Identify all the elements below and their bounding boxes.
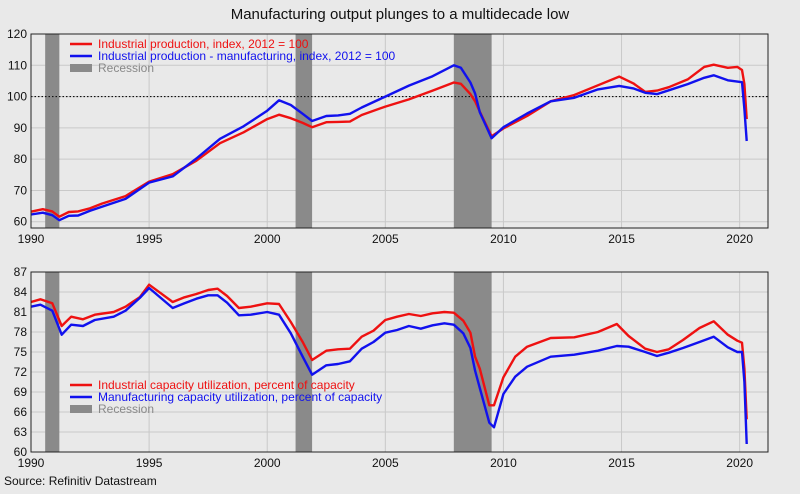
panel-capacity-utilization: 60 63 66 69 72 75 78 81 84 87 1990 1995 2000 2005 2010… <box>14 265 769 470</box>
plot-border <box>30 271 769 453</box>
y-tick-label: 63 <box>14 425 28 439</box>
x-tick-label: 2020 <box>726 456 753 470</box>
series-line-2 <box>30 64 748 222</box>
legend-label: Industrial production, index, 2012 = 100 <box>98 37 309 51</box>
y-tick-label: 70 <box>14 183 28 197</box>
y-tick-label: 110 <box>8 58 27 72</box>
plot-border <box>30 33 769 229</box>
x-tick-label: 2005 <box>372 456 399 470</box>
y-tick-label: 100 <box>7 90 27 104</box>
y-tick-label: 60 <box>14 445 28 459</box>
legend-swatch <box>70 64 92 72</box>
source-note: Source: Refinitiv Datastream <box>4 474 157 488</box>
panel-industrial-production: 60 70 80 90 100 110 120 1990 1995 2000 2005 2010 201… <box>7 27 769 246</box>
y-tick-label: 87 <box>14 265 28 279</box>
recession-band <box>295 272 313 452</box>
x-tick-label: 1990 <box>18 456 45 470</box>
x-tick-label: 1995 <box>136 456 163 470</box>
series-line-1 <box>30 63 748 218</box>
y-tick-label: 90 <box>14 121 28 135</box>
x-tick-label: 1990 <box>18 232 45 246</box>
y-tick-label: 75 <box>14 345 28 359</box>
series-line-2 <box>30 286 748 445</box>
y-tick-label: 69 <box>14 385 28 399</box>
chart-title: Manufacturing output plunges to a multid… <box>230 6 570 23</box>
legend-label: Industrial capacity utilization, percent… <box>98 378 355 392</box>
recession-band <box>295 34 313 228</box>
y-tick-label: 120 <box>7 27 27 41</box>
y-tick-label: 84 <box>14 285 28 299</box>
legend-label: Recession <box>98 61 154 75</box>
series-line-1 <box>30 283 748 420</box>
x-tick-label: 2010 <box>490 232 517 246</box>
x-tick-label: 2020 <box>726 232 753 246</box>
plot-area <box>31 272 768 452</box>
legend-swatch <box>70 405 92 413</box>
y-tick-label: 66 <box>14 405 28 419</box>
x-tick-label: 2015 <box>608 232 635 246</box>
x-tick-label: 2005 <box>372 232 399 246</box>
x-tick-label: 2010 <box>490 456 517 470</box>
recession-band <box>453 34 492 228</box>
y-tick-label: 60 <box>14 215 28 229</box>
recession-band <box>45 272 60 452</box>
x-tick-label: 1995 <box>136 232 163 246</box>
x-tick-label: 2000 <box>254 232 281 246</box>
x-tick-label: 2015 <box>608 456 635 470</box>
y-tick-label: 78 <box>14 325 28 339</box>
recession-band <box>45 34 60 228</box>
legend-label: Manufacturing capacity utilization, perc… <box>98 390 382 404</box>
x-tick-label: 2000 <box>254 456 281 470</box>
legend-label: Industrial production - manufacturing, i… <box>98 49 396 63</box>
y-tick-label: 72 <box>14 365 28 379</box>
y-tick-label: 81 <box>14 305 28 319</box>
plot-area <box>31 34 768 228</box>
legend-label: Recession <box>98 402 154 416</box>
y-tick-label: 80 <box>14 152 28 166</box>
